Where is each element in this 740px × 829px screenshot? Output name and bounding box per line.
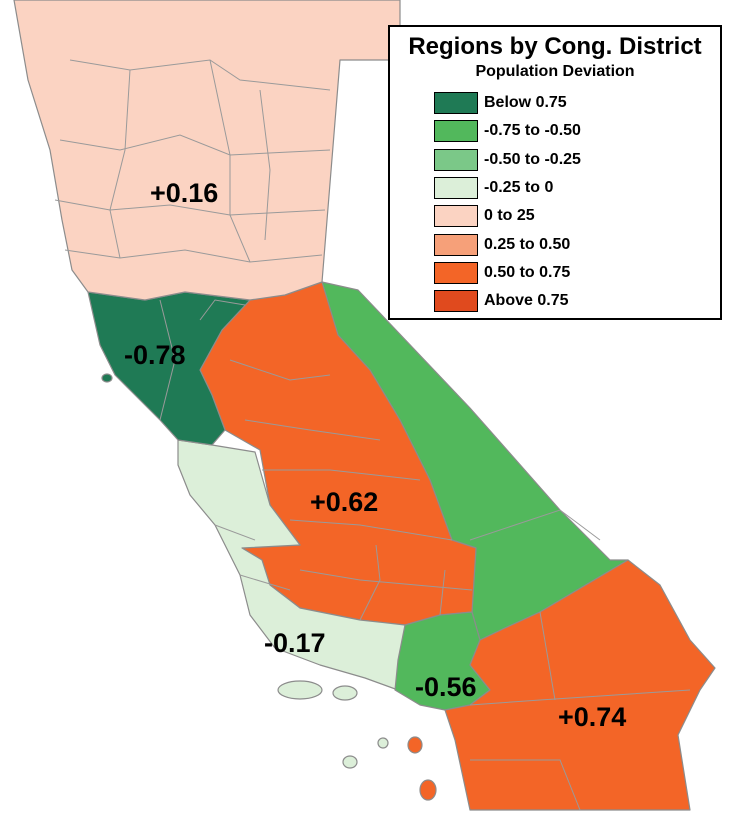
legend-swatch xyxy=(434,120,478,143)
legend-item: -0.50 to -0.25 xyxy=(434,146,581,174)
legend: Regions by Cong. District Population Dev… xyxy=(388,25,722,320)
legend-label: Above 0.75 xyxy=(484,292,569,310)
southern-region xyxy=(444,559,716,811)
los-angeles-region-label: -0.56 xyxy=(415,672,477,702)
legend-swatch xyxy=(434,233,478,256)
legend-item: 0 to 25 xyxy=(434,202,581,230)
legend-swatch xyxy=(434,205,478,228)
legend-label: 0.25 to 0.50 xyxy=(484,235,571,253)
bay-area-region-label: -0.78 xyxy=(124,340,186,370)
marin-islet xyxy=(101,373,113,383)
legend-swatch xyxy=(434,148,478,171)
legend-item: -0.75 to -0.50 xyxy=(434,117,581,145)
legend-list: Below 0.75 -0.75 to -0.50 -0.50 to -0.25… xyxy=(434,89,581,315)
legend-label: 0.50 to 0.75 xyxy=(484,263,571,281)
channel-island xyxy=(277,680,323,700)
central-coast-region-label: -0.17 xyxy=(264,628,326,658)
legend-item: Above 0.75 xyxy=(434,287,581,315)
legend-subtitle: Population Deviation xyxy=(475,63,635,80)
legend-item: -0.25 to 0 xyxy=(434,174,581,202)
legend-item: 0.50 to 0.75 xyxy=(434,259,581,287)
legend-item: 0.25 to 0.50 xyxy=(434,230,581,258)
county-boundaries xyxy=(54,59,691,811)
legend-swatch xyxy=(434,290,478,313)
legend-label: -0.75 to -0.50 xyxy=(484,122,581,140)
legend-label: Below 0.75 xyxy=(484,94,567,112)
legend-title: Regions by Cong. District xyxy=(408,33,702,60)
central-valley-region-label: +0.62 xyxy=(310,487,378,517)
southern-region-label: +0.74 xyxy=(558,702,626,732)
channel-island xyxy=(342,755,358,769)
legend-swatch xyxy=(434,261,478,284)
channel-island xyxy=(332,685,358,701)
legend-label: -0.25 to 0 xyxy=(484,179,554,197)
channel-island xyxy=(377,737,389,749)
north-region-label: +0.16 xyxy=(150,178,218,208)
north-region xyxy=(13,0,401,301)
channel-island xyxy=(407,736,423,754)
legend-swatch xyxy=(434,92,478,115)
legend-swatch xyxy=(434,177,478,200)
legend-label: 0 to 25 xyxy=(484,207,535,225)
legend-item: Below 0.75 xyxy=(434,89,581,117)
legend-label: -0.50 to -0.25 xyxy=(484,150,581,168)
channel-island xyxy=(419,779,437,801)
